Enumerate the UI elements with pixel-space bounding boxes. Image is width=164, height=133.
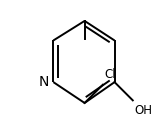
Text: N: N <box>39 75 49 89</box>
Text: OH: OH <box>134 104 152 117</box>
Text: Cl: Cl <box>104 68 116 81</box>
